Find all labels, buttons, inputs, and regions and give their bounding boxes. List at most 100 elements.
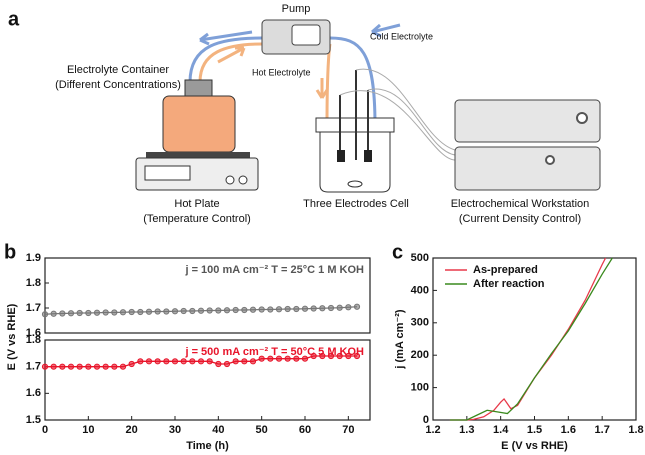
x-tick-label: 1.4: [493, 424, 509, 436]
point: [232, 306, 239, 314]
point: [327, 304, 335, 312]
arrow: [217, 46, 246, 64]
point: [241, 358, 248, 365]
y-tick-label: 200: [411, 349, 429, 361]
point: [145, 308, 153, 315]
y-tick-label: 1.6: [26, 387, 41, 399]
x-tick-label: 0: [42, 424, 48, 436]
y-tick-label: 100: [411, 382, 429, 394]
point: [284, 305, 291, 313]
point: [76, 363, 83, 370]
point: [336, 352, 343, 360]
point: [223, 307, 231, 314]
y-tick-label: 1.6: [26, 327, 41, 339]
point: [119, 363, 127, 370]
panel-label: a: [8, 8, 20, 30]
point: [111, 309, 118, 316]
diagram-label: (Current Density Control): [459, 213, 581, 225]
point: [301, 305, 309, 312]
diagram: [135, 19, 601, 193]
point: [275, 355, 283, 362]
point: [189, 358, 196, 365]
point: [215, 307, 222, 314]
button: [576, 112, 588, 124]
point: [206, 307, 213, 314]
annotation: j = 100 mA cm⁻² T = 25°C 1 M KOH: [184, 264, 364, 276]
point: [197, 358, 205, 365]
arrow: [371, 23, 401, 38]
panel-label: c: [392, 241, 403, 263]
point: [353, 352, 361, 360]
point: [67, 310, 75, 317]
y-tick-label: 1.9: [26, 252, 41, 264]
point: [319, 352, 326, 360]
x-tick-label: 60: [299, 424, 311, 436]
point: [301, 355, 309, 362]
electrode-tip: [337, 150, 345, 162]
point: [215, 360, 222, 368]
tube: [188, 36, 263, 83]
point: [189, 307, 196, 315]
point: [267, 355, 274, 362]
button: [545, 155, 555, 165]
x-tick-label: 1.2: [425, 424, 440, 436]
y-tick-label: 0: [423, 414, 429, 426]
y-tick-label: 500: [411, 252, 429, 264]
arrow: [199, 30, 253, 42]
y-tick-label: 400: [411, 284, 429, 296]
point: [154, 358, 161, 365]
x-tick-label: 50: [256, 424, 268, 436]
point: [353, 303, 361, 310]
panel-label: b: [4, 241, 16, 263]
point: [145, 358, 153, 365]
y-axis-label: j (mA cm⁻²): [394, 309, 406, 370]
point: [293, 355, 300, 362]
x-tick-label: 40: [212, 424, 224, 436]
x-axis-label: Time (h): [186, 440, 229, 452]
point: [345, 352, 352, 360]
point: [67, 363, 75, 370]
point: [284, 355, 291, 362]
plot-frame: [44, 339, 371, 421]
point: [180, 307, 187, 315]
point: [310, 305, 317, 312]
diagram-label: (Different Concentrations): [55, 79, 181, 91]
point: [163, 358, 170, 365]
y-tick-label: 1.7: [26, 302, 41, 314]
knob: [238, 175, 248, 185]
legend-label: As-prepared: [473, 264, 538, 276]
point: [336, 304, 343, 311]
point: [111, 363, 118, 370]
point: [41, 363, 49, 370]
point: [345, 304, 352, 311]
point: [267, 306, 274, 313]
annotation: j = 500 mA cm⁻² T = 50°C 5 M KOH: [184, 346, 364, 358]
series-line: [449, 257, 607, 421]
y-tick-label: 300: [411, 317, 429, 329]
x-tick-label: 1.3: [459, 424, 474, 436]
point: [50, 363, 57, 370]
point: [171, 358, 179, 365]
point: [275, 306, 283, 313]
point: [241, 306, 248, 314]
x-tick-label: 70: [342, 424, 354, 436]
point: [232, 358, 239, 365]
knob: [225, 175, 235, 185]
tube: [325, 43, 332, 126]
tube: [329, 36, 377, 126]
diagram-label: Pump: [282, 3, 311, 15]
x-tick-label: 1.5: [527, 424, 542, 436]
x-tick-label: 1.7: [595, 424, 610, 436]
point: [59, 363, 66, 370]
display: [144, 165, 191, 181]
point: [319, 305, 326, 312]
container: [162, 95, 236, 153]
y-tick-label: 1.7: [26, 361, 41, 373]
point: [93, 309, 101, 316]
diagram-label: Three Electrodes Cell: [303, 198, 409, 210]
point: [59, 310, 66, 317]
point: [50, 310, 57, 317]
series-line: [449, 257, 613, 421]
workstation: [454, 146, 601, 191]
